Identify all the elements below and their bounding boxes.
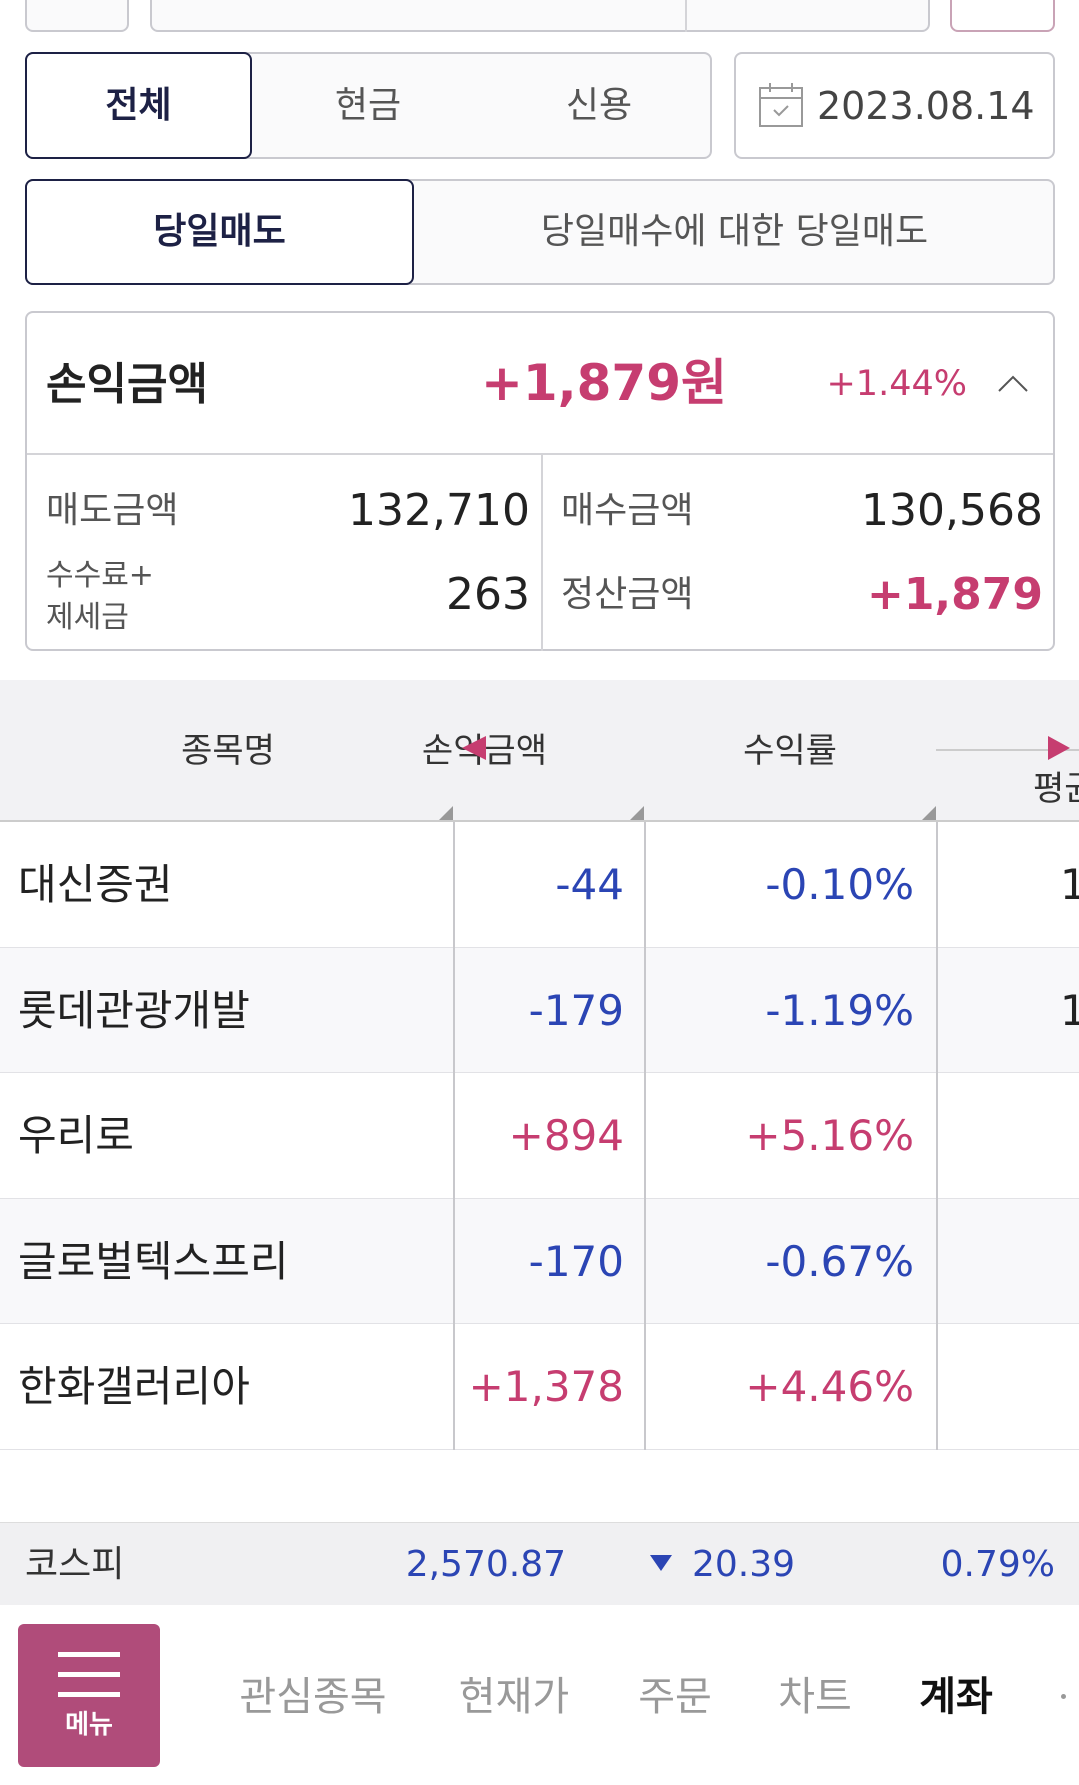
tab[interactable]: 전체 — [25, 52, 252, 159]
item-value: 130,568 — [861, 485, 1043, 536]
rate: +5.16% — [745, 1111, 914, 1161]
rate: -0.10% — [765, 860, 914, 909]
date: 2023.08.14 — [817, 84, 1035, 128]
summary-card: 손익금액 +1,879원 +1.44% 매도금액 132,710 매수금액 13… — [25, 311, 1055, 651]
item-value: 263 — [446, 569, 530, 620]
rate: +4.46% — [745, 1362, 914, 1412]
tab[interactable]: 신용 — [565, 84, 633, 126]
table-body: 대신증권 -44 -0.10% 1 롯데관광개발 -179 -1.19% 1 우리로 +894 +5… — [0, 822, 1079, 1452]
item-value: 132,710 — [348, 485, 530, 536]
date-picker[interactable]: 2023.08.14 — [734, 52, 1055, 159]
item-label: 수수료+ 제세금 — [46, 558, 154, 635]
nav-item[interactable]: 계좌 — [919, 1674, 993, 1720]
table-row[interactable]: 롯데관광개발 -179 -1.19% 1 — [0, 947, 1079, 1074]
table-row[interactable]: 대신증권 -44 -0.10% 1 — [0, 822, 1079, 948]
nav-item[interactable]: 현재가 — [458, 1674, 570, 1720]
column-header[interactable]: 평균 — [1033, 769, 1079, 809]
menu-icon — [58, 1652, 120, 1697]
nav-item[interactable]: 관심종목 — [239, 1674, 387, 1720]
index-bar: 코스피 2,570.87 20.39 0.79% — [0, 1522, 1079, 1605]
stock-name: 대신증권 — [18, 860, 173, 909]
account-select[interactable] — [150, 0, 930, 32]
column-header[interactable]: 종목명 — [181, 731, 275, 771]
avg-price: 1 — [1060, 985, 1079, 1035]
profit: +1,378 — [468, 1362, 624, 1412]
profit: -179 — [528, 985, 624, 1035]
item-label: 매수금액 — [561, 490, 694, 531]
top-button[interactable] — [25, 0, 129, 32]
down-icon — [650, 1555, 672, 1571]
avg-price: 1 — [1060, 860, 1079, 909]
more-dot — [1061, 1694, 1066, 1699]
top-button[interactable] — [950, 0, 1055, 32]
profit: -44 — [555, 860, 624, 909]
table-row[interactable]: 우리로 +894 +5.16% — [0, 1073, 1079, 1199]
profit: +894 — [508, 1111, 624, 1161]
stock-name: 우리로 — [18, 1111, 134, 1161]
tab[interactable]: 현금 — [334, 84, 402, 126]
rate: -1.19% — [765, 985, 914, 1035]
summary-amount: +1,879원 — [480, 354, 727, 412]
table-header: 종목명 손익금액 수익률 평균 — [0, 680, 1079, 820]
stock-name: 한화갤러리아 — [18, 1362, 250, 1412]
index-rate: 0.79% — [940, 1544, 1055, 1585]
calendar-icon — [759, 83, 803, 127]
summary-label: 손익금액 — [46, 359, 208, 410]
nav-item[interactable]: 주문 — [638, 1674, 712, 1720]
item-label: 매도금액 — [46, 490, 179, 531]
stock-name: 롯데관광개발 — [18, 985, 250, 1035]
profit: -170 — [528, 1236, 624, 1286]
header-decor — [439, 736, 1070, 820]
table-row[interactable]: 한화갤러리아 +1,378 +4.46% — [0, 1324, 1079, 1450]
index-change: 20.39 — [692, 1544, 796, 1585]
menu-button[interactable]: 메뉴 — [18, 1624, 160, 1767]
index-value: 2,570.87 — [405, 1544, 566, 1585]
nav-item[interactable]: 차트 — [778, 1674, 852, 1720]
collapse-icon[interactable] — [997, 373, 1029, 393]
item-label: 정산금액 — [561, 574, 694, 615]
tab[interactable]: 당일매도 — [25, 179, 414, 285]
tab[interactable]: 당일매수에 대한 당일매도 — [540, 211, 929, 252]
index-name: 코스피 — [25, 1544, 125, 1585]
stock-name: 글로벌텍스프리 — [18, 1236, 289, 1286]
menu-label: 메뉴 — [65, 1710, 113, 1740]
bottom-nav: 메뉴 관심종목 현재가 주문 차트 계좌 — [0, 1605, 1079, 1785]
summary-rate: +1.44% — [826, 364, 967, 404]
item-value: +1,879 — [866, 569, 1043, 620]
table-row[interactable]: 글로벌텍스프리 -170 -0.67% — [0, 1198, 1079, 1325]
rate: -0.67% — [765, 1236, 914, 1286]
column-header[interactable]: 수익률 — [743, 731, 837, 771]
